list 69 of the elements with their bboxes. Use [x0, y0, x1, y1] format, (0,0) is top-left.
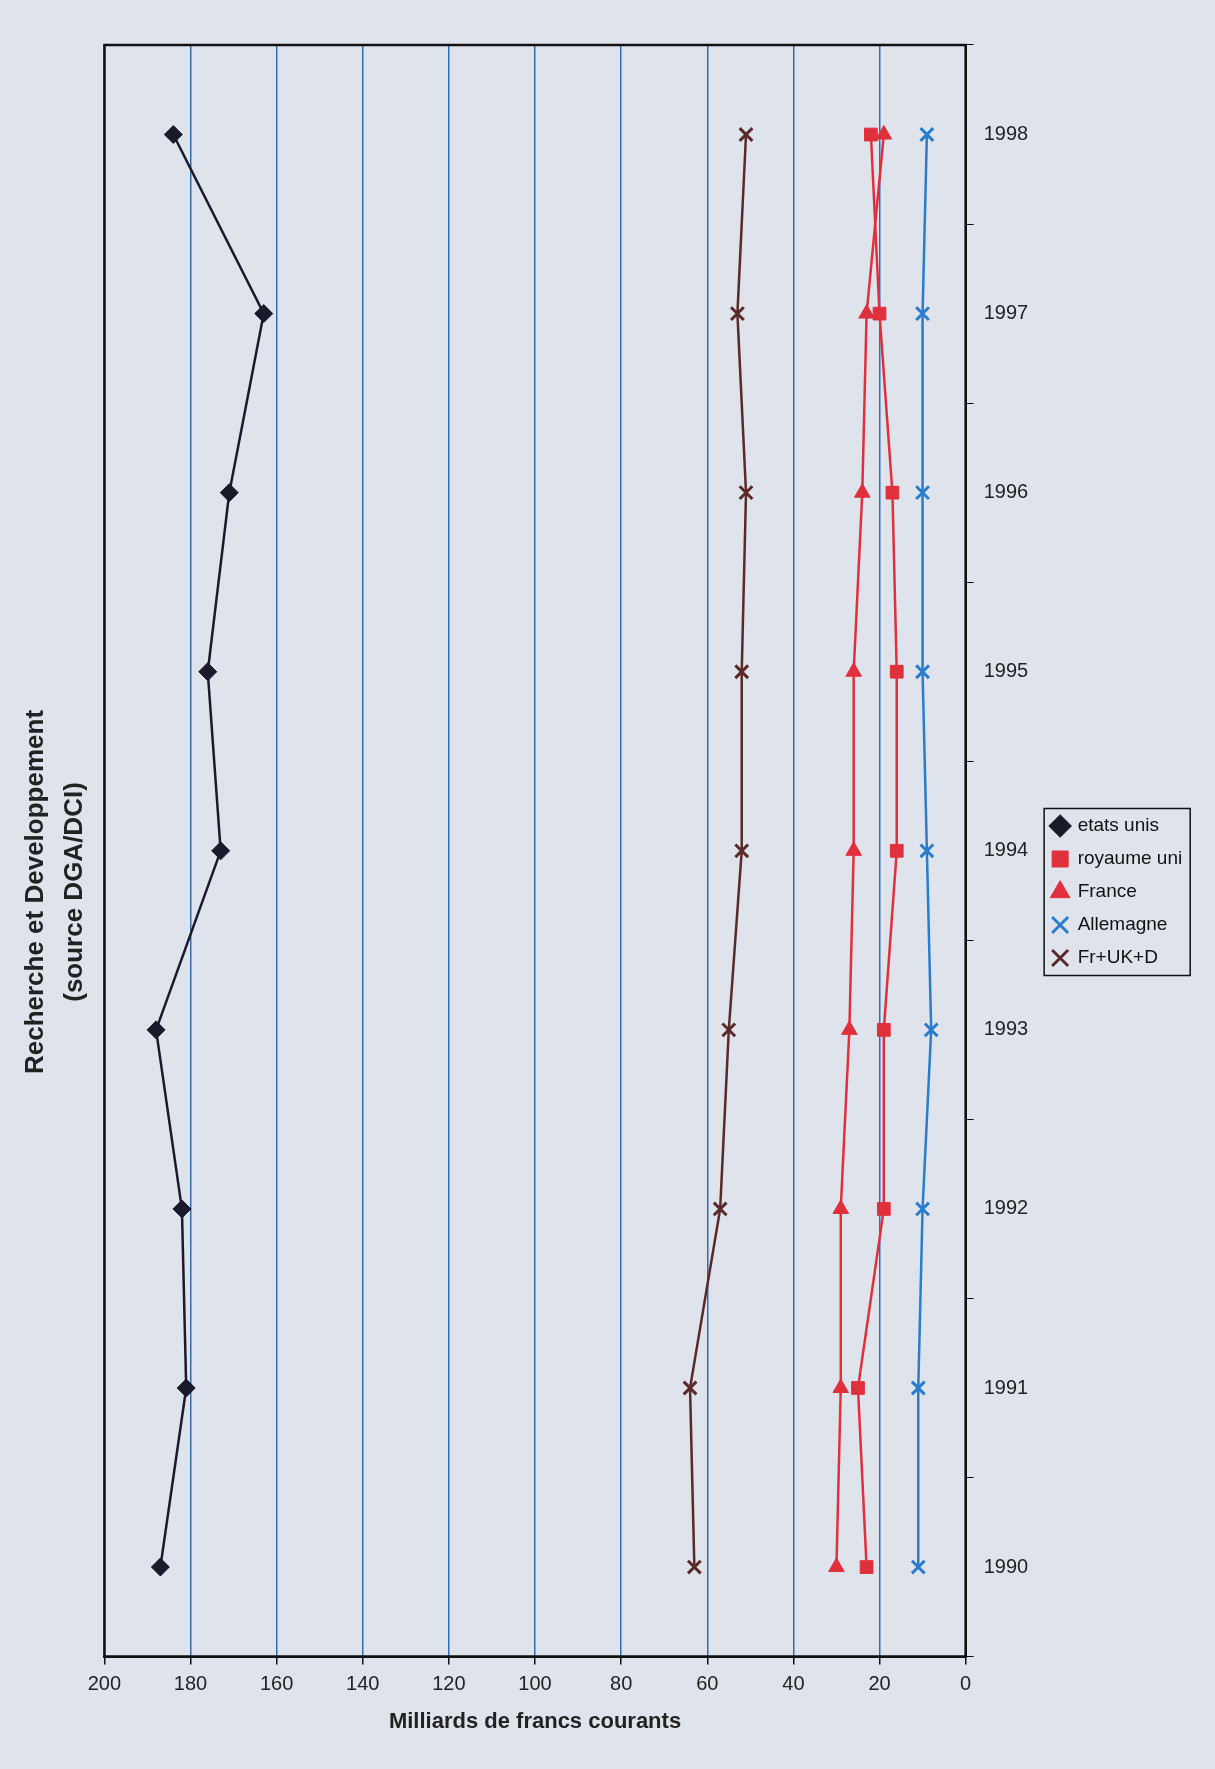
x-tick-label: 80 [610, 1672, 633, 1695]
point [198, 662, 218, 682]
point [889, 664, 904, 679]
point [172, 1199, 192, 1219]
point [853, 483, 871, 498]
point [859, 1560, 874, 1574]
legend-label: royaume uni [1077, 847, 1183, 869]
y-tick-label: 1991 [983, 1375, 1029, 1398]
point [254, 304, 274, 324]
y-tick-label: 1995 [983, 659, 1029, 682]
x-axis-title: Milliards de francs courants [388, 1707, 682, 1733]
point [885, 485, 900, 500]
point [686, 1559, 703, 1575]
y-tick-label: 1996 [983, 480, 1029, 503]
x-tick-label: 40 [782, 1672, 805, 1695]
legend-label: France [1077, 880, 1137, 902]
point [845, 662, 862, 677]
point [729, 305, 746, 322]
x-tick-label: 20 [868, 1672, 891, 1695]
point [914, 305, 931, 322]
y-tick-label: 1998 [983, 122, 1029, 145]
point [738, 126, 754, 143]
y-tick-label: 1994 [983, 838, 1029, 861]
point [923, 1022, 940, 1038]
point [150, 1557, 170, 1577]
x-tick-label: 120 [432, 1672, 466, 1695]
text: Recherche et Developpement [18, 709, 49, 1075]
x-tick-label: 180 [173, 1672, 208, 1695]
point [910, 1380, 927, 1396]
point [176, 1378, 196, 1398]
y-tick-label: 1992 [983, 1196, 1029, 1219]
y-tick-label: 1993 [983, 1017, 1029, 1040]
point [219, 483, 239, 503]
point [828, 1557, 845, 1573]
point [211, 841, 231, 861]
x-tick-label: 100 [518, 1672, 552, 1695]
point [858, 304, 875, 319]
y-tick-label: 1990 [983, 1554, 1029, 1577]
point [875, 125, 893, 140]
point [876, 1023, 891, 1037]
x-tick-label: 200 [87, 1672, 122, 1695]
point [712, 1201, 729, 1217]
x-tick-label: 60 [696, 1672, 719, 1695]
y-tick-label: 1997 [983, 301, 1029, 324]
text: (source DGA/DCI) [57, 782, 88, 1002]
point [914, 1201, 931, 1217]
point [146, 1020, 166, 1040]
point [914, 663, 931, 680]
point [914, 484, 931, 501]
point [889, 843, 904, 858]
point [163, 125, 183, 145]
point [919, 842, 935, 859]
point [919, 126, 935, 143]
legend-label: Fr+UK+D [1077, 946, 1158, 968]
x-tick-label: 140 [346, 1672, 380, 1695]
point [872, 306, 887, 321]
point [910, 1559, 927, 1575]
point [720, 1022, 737, 1038]
point [864, 127, 878, 142]
legend-label: Allemagne [1077, 913, 1168, 935]
point [682, 1380, 698, 1396]
point [733, 842, 750, 859]
point [738, 484, 754, 501]
point [733, 663, 750, 680]
legend-label: etats unis [1077, 814, 1159, 836]
point [851, 1381, 865, 1395]
x-tick-label: 160 [259, 1672, 294, 1695]
point [876, 1202, 891, 1216]
x-tick-label: 0 [960, 1672, 972, 1695]
